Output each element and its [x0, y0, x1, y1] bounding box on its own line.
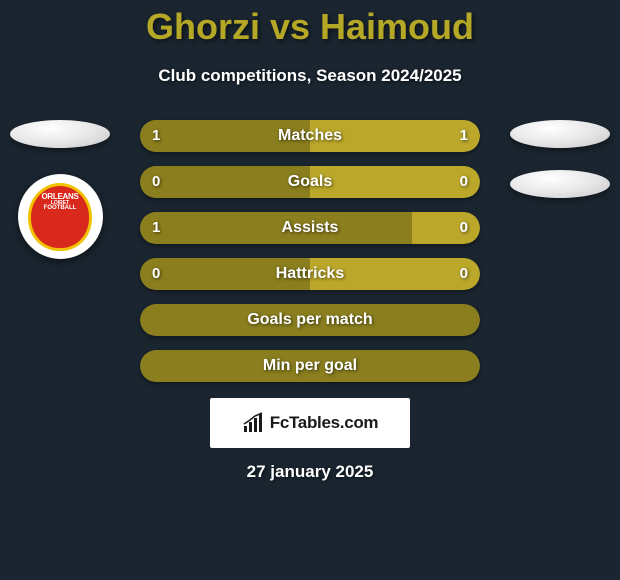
player-left-club-badge: ORLEANS LOIRET FOOTBALL	[18, 174, 103, 259]
stat-value-right: 1	[448, 120, 480, 152]
stat-label: Matches	[140, 120, 480, 152]
stat-label: Min per goal	[140, 350, 480, 382]
left-player-column: ORLEANS LOIRET FOOTBALL	[10, 120, 110, 259]
comparison-area: ORLEANS LOIRET FOOTBALL Matches11Goals00…	[0, 120, 620, 382]
season-subtitle: Club competitions, Season 2024/2025	[158, 66, 461, 86]
stat-label: Goals per match	[140, 304, 480, 336]
stat-label: Assists	[140, 212, 480, 244]
attribution-badge: FcTables.com	[210, 398, 410, 448]
stat-bars: Matches11Goals00Assists10Hattricks00Goal…	[140, 120, 480, 382]
right-player-column	[510, 120, 610, 198]
stat-value-right: 0	[448, 258, 480, 290]
page-title: Ghorzi vs Haimoud	[146, 4, 474, 48]
club-badge-text-3: FOOTBALL	[44, 205, 77, 211]
stat-row-assists: Assists1 0	[140, 212, 480, 244]
player-right-ellipse-2	[510, 170, 610, 198]
stat-row-matches: Matches1 1	[140, 120, 480, 152]
date-label: 27 january 2025	[247, 462, 374, 482]
stat-row-goals-per-match: Goals per match	[140, 304, 480, 336]
stat-value-left: 0	[140, 166, 172, 198]
attribution-text: FcTables.com	[270, 413, 379, 433]
stat-row-goals: Goals0 0	[140, 166, 480, 198]
stat-value-left: 1	[140, 212, 172, 244]
stat-row-min-per-goal: Min per goal	[140, 350, 480, 382]
stat-value-left: 1	[140, 120, 172, 152]
club-badge-inner: ORLEANS LOIRET FOOTBALL	[28, 183, 92, 251]
player-right-ellipse-1	[510, 120, 610, 148]
chart-icon	[242, 412, 264, 434]
stat-label: Hattricks	[140, 258, 480, 290]
stat-value-left: 0	[140, 258, 172, 290]
stat-label: Goals	[140, 166, 480, 198]
player-left-ellipse	[10, 120, 110, 148]
stat-value-right: 0	[448, 166, 480, 198]
stat-row-hattricks: Hattricks0 0	[140, 258, 480, 290]
stat-value-right: 0	[448, 212, 480, 244]
